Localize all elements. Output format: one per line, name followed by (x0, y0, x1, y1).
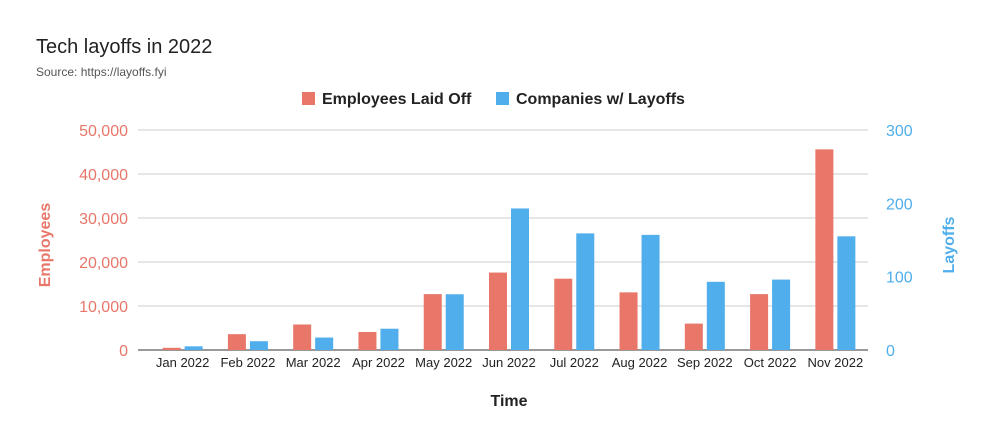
legend-swatch-companies (496, 92, 509, 105)
chart-title: Tech layoffs in 2022 (36, 36, 212, 58)
y-left-tick-label: 0 (119, 343, 128, 360)
y-right-tick-label: 0 (886, 343, 895, 360)
legend-label-employees: Employees Laid Off (322, 91, 472, 108)
bar-employees-laid-off (162, 347, 181, 350)
x-tick-label: May 2022 (415, 355, 472, 370)
x-tick-label: Jan 2022 (156, 355, 210, 370)
bar-companies-with-layoffs (184, 346, 203, 350)
bar-companies-with-layoffs (380, 328, 399, 350)
x-tick-label: Aug 2022 (612, 355, 668, 370)
bar-companies-with-layoffs (249, 341, 268, 350)
y-left-tick-label: 30,000 (79, 211, 128, 228)
bar-companies-with-layoffs (576, 233, 595, 350)
bar-companies-with-layoffs (641, 234, 660, 350)
bar-employees-laid-off (358, 331, 377, 350)
bar-companies-with-layoffs (445, 294, 464, 350)
x-tick-label: Jul 2022 (550, 355, 599, 370)
x-tick-label: Oct 2022 (744, 355, 797, 370)
x-tick-label: Mar 2022 (286, 355, 341, 370)
bar-employees-laid-off (815, 149, 834, 350)
bar-companies-with-layoffs (315, 337, 334, 350)
y-left-tick-label: 50,000 (79, 123, 128, 140)
bar-employees-laid-off (489, 272, 507, 350)
legend-swatch-employees (302, 92, 315, 105)
bar-employees-laid-off (554, 278, 573, 350)
gridlines (138, 129, 868, 351)
bar-employees-laid-off (293, 324, 312, 350)
bar-companies-with-layoffs (706, 281, 725, 350)
x-tick-label: Apr 2022 (352, 355, 405, 370)
x-tick-label: Jun 2022 (482, 355, 536, 370)
bar-employees-laid-off (619, 292, 638, 350)
bar-employees-laid-off (423, 294, 442, 350)
y-left-tick-label: 10,000 (79, 299, 128, 316)
chart-subtitle: Source: https://layoffs.fyi (36, 65, 167, 79)
y-axis-right-title: Layoffs (941, 216, 958, 273)
y-left-tick-label: 40,000 (79, 167, 128, 184)
y-right-tick-label: 100 (886, 270, 913, 287)
bar-employees-laid-off (750, 294, 769, 350)
y-axis-left-ticks: 0 10,000 20,000 30,000 40,000 50,000 (79, 123, 128, 360)
x-tick-label: Nov 2022 (808, 355, 864, 370)
y-axis-right-ticks: 0 100 200 300 (886, 123, 913, 360)
x-axis-ticks: Jan 2022 Feb 2022 Mar 2022 Apr 2022 May 2022… (156, 355, 863, 370)
x-tick-label: Sep 2022 (677, 355, 733, 370)
bar-companies-with-layoffs (772, 279, 791, 350)
legend: Employees Laid Off Companies w/ Layoffs (302, 91, 685, 108)
bar-employees-laid-off (227, 334, 246, 350)
bar-companies-with-layoffs (511, 208, 529, 350)
y-axis-left-title: Employees (37, 203, 54, 288)
bar-employees-laid-off (684, 323, 703, 350)
x-tick-label: Feb 2022 (220, 355, 275, 370)
bars (162, 149, 856, 350)
legend-label-companies: Companies w/ Layoffs (516, 91, 685, 108)
bar-companies-with-layoffs (837, 236, 856, 350)
x-axis-title: Time (490, 393, 527, 410)
y-right-tick-label: 200 (886, 196, 913, 213)
y-right-tick-label: 300 (886, 123, 913, 140)
y-left-tick-label: 20,000 (79, 255, 128, 272)
